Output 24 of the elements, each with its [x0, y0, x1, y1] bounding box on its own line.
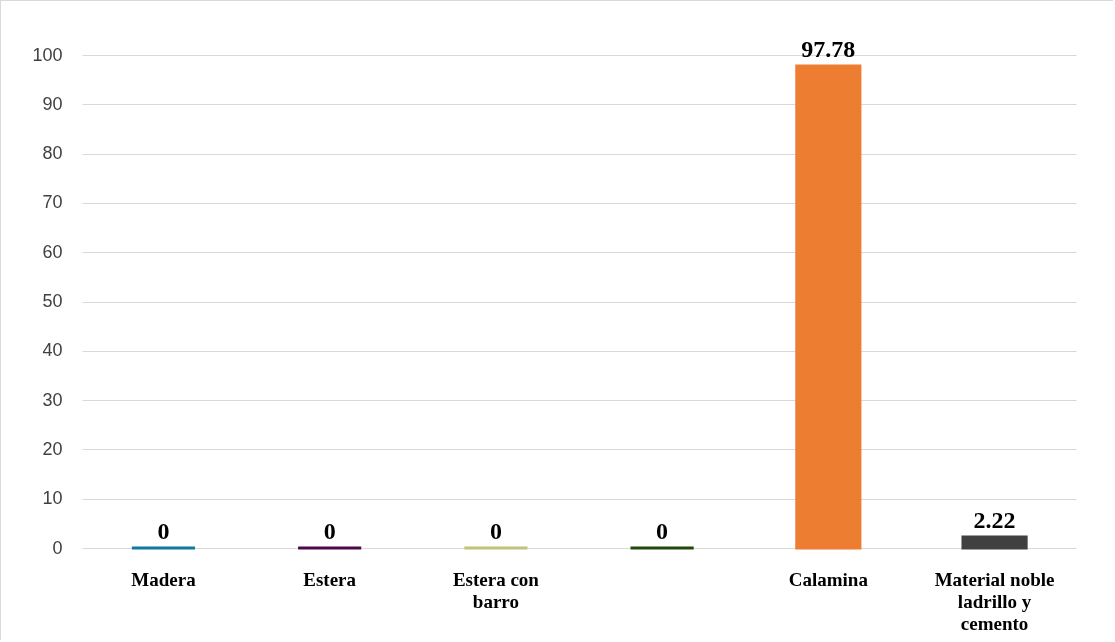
data-label: 2.22	[973, 507, 1016, 534]
data-label: 0	[157, 518, 170, 544]
y-tick-label: 60	[42, 241, 63, 262]
y-tick-label: 10	[42, 488, 63, 509]
y-tick-label: 0	[52, 537, 63, 558]
bar	[961, 535, 1028, 550]
y-tick-label: 80	[42, 143, 63, 164]
data-label: 0	[656, 518, 669, 544]
y-tick-label: 70	[42, 192, 63, 213]
x-tick-label: Material noble ladrillo y cemento	[934, 568, 1055, 634]
x-tick-label: Estera con barro	[452, 568, 540, 612]
y-tick-label: 40	[42, 340, 63, 361]
y-tick-label: 90	[42, 93, 63, 114]
data-label: 97.78	[801, 35, 856, 62]
data-label: 0	[489, 518, 502, 544]
x-tick-label: Madera	[131, 568, 197, 590]
x-tick-label: Estera	[303, 568, 357, 590]
bar	[795, 64, 862, 550]
y-tick-label: 20	[42, 438, 63, 459]
data-label: 0	[323, 518, 336, 544]
y-tick-label: 100	[32, 44, 63, 65]
y-tick-label: 50	[42, 291, 63, 311]
y-tick-label: 30	[42, 389, 63, 410]
x-tick-label: Calamina	[788, 568, 869, 590]
